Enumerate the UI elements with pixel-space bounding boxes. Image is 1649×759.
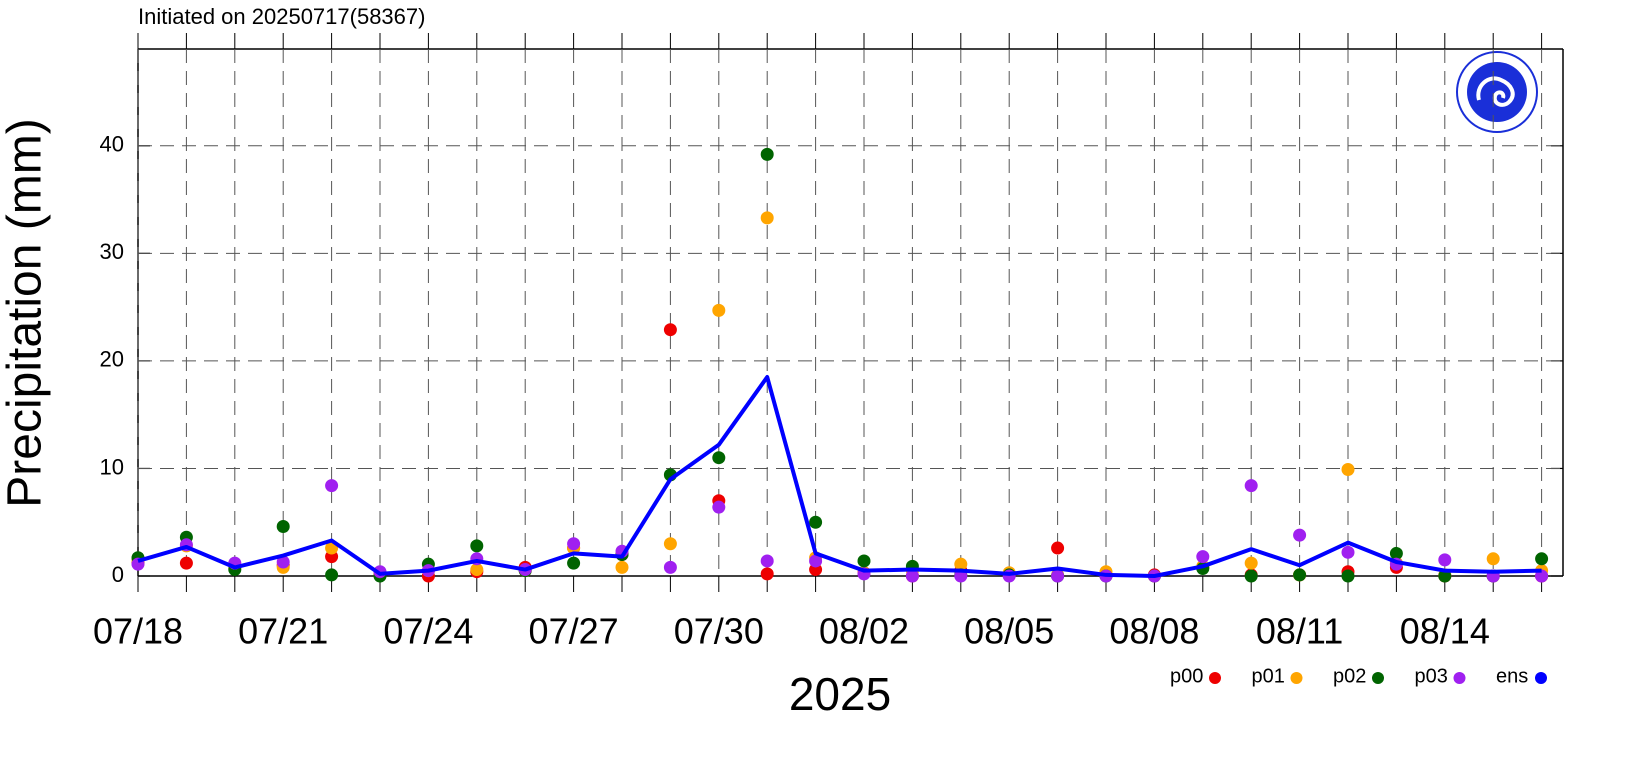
point xyxy=(470,539,484,553)
point xyxy=(1196,550,1210,564)
point xyxy=(1535,569,1549,583)
legend-label: p00 xyxy=(1170,665,1203,687)
point xyxy=(470,563,484,577)
y-tick-label: 20 xyxy=(100,347,124,372)
point xyxy=(809,554,823,568)
point xyxy=(954,557,968,571)
point xyxy=(760,211,774,225)
point xyxy=(1535,552,1549,566)
legend-label: p01 xyxy=(1252,665,1285,687)
point xyxy=(1341,545,1355,559)
point xyxy=(1389,546,1403,560)
point xyxy=(276,555,290,569)
point xyxy=(663,560,677,574)
point xyxy=(1341,569,1355,583)
point xyxy=(760,147,774,161)
point xyxy=(1341,463,1355,477)
point xyxy=(1244,556,1258,570)
point xyxy=(325,479,339,493)
point xyxy=(712,451,726,465)
point xyxy=(857,554,871,568)
y-tick-label: 0 xyxy=(112,562,124,587)
x-tick-label: 07/30 xyxy=(674,611,764,652)
y-tick-label: 10 xyxy=(100,454,124,479)
x-tick-label: 08/11 xyxy=(1256,611,1343,652)
x-axis-label: 2025 xyxy=(789,668,891,720)
point xyxy=(1244,569,1258,583)
point xyxy=(905,569,919,583)
logo xyxy=(1456,51,1538,133)
point xyxy=(1051,569,1065,583)
legend-label: p02 xyxy=(1333,665,1366,687)
legend-marker xyxy=(1209,672,1221,684)
point xyxy=(1438,553,1452,567)
point xyxy=(179,556,193,570)
x-tick-label: 08/08 xyxy=(1109,611,1199,652)
legend-marker xyxy=(1372,672,1384,684)
y-axis-label: Precipitation (mm) xyxy=(0,118,52,507)
point xyxy=(276,520,290,534)
point xyxy=(1293,528,1307,542)
point xyxy=(663,323,677,337)
legend-marker xyxy=(1453,672,1466,684)
point xyxy=(712,500,726,514)
legend-marker xyxy=(1535,672,1547,684)
x-tick-label: 08/14 xyxy=(1400,611,1490,652)
point xyxy=(567,556,581,570)
point xyxy=(663,537,677,551)
legend-label: p03 xyxy=(1415,665,1448,687)
x-tick-label: 07/18 xyxy=(93,611,183,652)
ens-line xyxy=(137,375,1542,578)
y-tick-label: 40 xyxy=(100,132,124,157)
x-tick-label: 08/02 xyxy=(819,611,909,652)
legend-marker xyxy=(1290,672,1303,684)
chart-title: Initiated on 20250717(58367) xyxy=(138,4,425,29)
x-tick-label: 07/21 xyxy=(238,611,328,652)
point xyxy=(1293,568,1307,582)
point xyxy=(615,560,629,574)
point xyxy=(567,537,581,551)
logo-swirl xyxy=(1476,76,1515,107)
point xyxy=(1244,479,1258,493)
point xyxy=(325,568,339,582)
y-tick-label: 30 xyxy=(100,239,124,264)
point xyxy=(1438,569,1452,583)
point xyxy=(712,303,726,317)
x-tick-label: 07/24 xyxy=(383,611,473,652)
point xyxy=(760,567,774,581)
legend-label: ens xyxy=(1496,665,1528,687)
point xyxy=(1051,541,1065,555)
point xyxy=(809,515,823,529)
x-tick-label: 08/05 xyxy=(964,611,1054,652)
point xyxy=(760,554,774,568)
x-tick-label: 07/27 xyxy=(529,611,619,652)
point xyxy=(1486,552,1500,566)
